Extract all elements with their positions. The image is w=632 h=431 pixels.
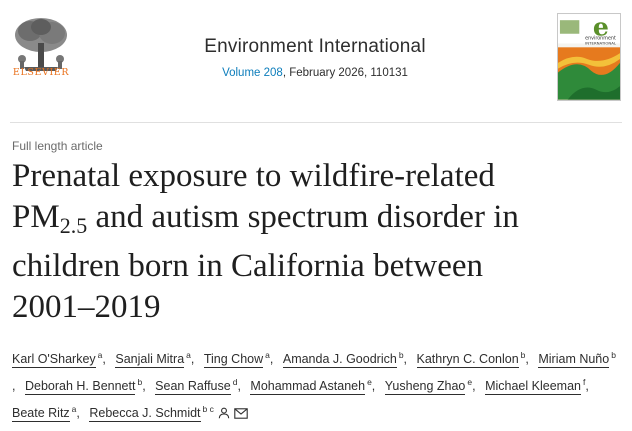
author-link[interactable]: Sanjali Mitra a	[115, 350, 191, 368]
title-pm-subscript: 2.5	[59, 213, 88, 238]
journal-cover-image[interactable]: e environment INTERNATIONAL	[557, 13, 621, 101]
affiliation-marker: e	[367, 377, 372, 387]
affiliation-marker: b	[137, 377, 143, 387]
author-link[interactable]: Deborah H. Bennett b	[24, 377, 143, 395]
journal-header: ELSEVIER Environment International Volum…	[0, 0, 632, 120]
author-link[interactable]: Beate Ritz a	[12, 404, 77, 422]
affiliation-marker: a	[186, 350, 191, 360]
affiliation-marker: e	[467, 377, 473, 387]
author-link[interactable]: Mohammad Astaneh e	[250, 377, 372, 395]
affiliation-marker: f	[582, 377, 586, 387]
affiliation-marker: b c	[202, 404, 214, 414]
issue-details: , February 2026, 110131	[282, 67, 408, 79]
author-link[interactable]: Yusheng Zhao e	[384, 377, 473, 395]
author-link[interactable]: Amanda J. Goodrich b	[282, 350, 404, 368]
author-link[interactable]: Karl O'Sharkey a	[12, 350, 103, 368]
author-list: Karl O'Sharkey a, Sanjali Mitra a, Ting Ch…	[12, 344, 624, 427]
envelope-icon[interactable]	[234, 404, 248, 427]
affiliation-marker: b	[520, 350, 526, 360]
author-link[interactable]: Michael Kleeman f	[485, 377, 586, 395]
volume-link[interactable]: Volume 208	[222, 67, 283, 79]
affiliation-marker: a	[97, 350, 103, 360]
title-pm: PM	[12, 199, 60, 235]
header-divider	[10, 122, 622, 123]
article-title: Prenatal exposure to wildfire-related PM…	[12, 156, 622, 328]
affiliation-marker: d	[232, 377, 238, 387]
title-line-3: children born in California between	[12, 248, 484, 284]
article-type-label: Full length article	[12, 139, 103, 153]
affiliation-marker: b	[398, 350, 404, 360]
author-link[interactable]: Ting Chow a	[203, 350, 270, 368]
cover-letter: e	[593, 13, 609, 42]
publisher-name: ELSEVIER	[12, 67, 70, 78]
issue-info: Volume 208, February 2026, 110131	[150, 67, 480, 79]
author-link[interactable]: Sean Raffuse d	[155, 377, 238, 395]
title-line-4: 2001–2019	[12, 289, 161, 325]
affiliation-marker: a	[71, 404, 77, 414]
corresponding-author-link[interactable]: Rebecca J. Schmidt b c	[89, 398, 248, 427]
author-link[interactable]: Kathryn C. Conlon b	[416, 350, 526, 368]
author-link[interactable]: Miriam Nuño b	[538, 350, 616, 368]
cover-title-line2: INTERNATIONAL	[585, 40, 617, 45]
title-line-2: and autism spectrum disorder in	[87, 199, 519, 235]
affiliation-marker: a	[265, 350, 270, 360]
journal-title-link[interactable]: Environment International	[204, 36, 426, 57]
affiliation-marker: b	[611, 350, 616, 360]
cover-title-line1: environment	[585, 36, 616, 42]
person-icon[interactable]	[218, 404, 230, 427]
elsevier-tree-logo[interactable]	[10, 10, 72, 80]
title-line-1: Prenatal exposure to wildfire-related	[12, 158, 495, 194]
